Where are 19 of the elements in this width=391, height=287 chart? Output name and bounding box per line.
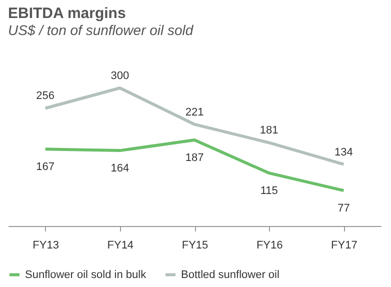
data-label: 187 bbox=[185, 152, 204, 164]
x-tick-label: FY16 bbox=[256, 240, 283, 252]
x-tick-label: FY15 bbox=[182, 240, 208, 252]
x-tick-label: FY17 bbox=[331, 240, 358, 252]
data-label: 77 bbox=[338, 202, 350, 215]
legend-label: Bottled sunflower oil bbox=[181, 268, 280, 281]
data-label: 181 bbox=[260, 124, 278, 137]
data-label: 134 bbox=[334, 146, 353, 158]
data-label: 167 bbox=[36, 161, 54, 174]
data-label: 115 bbox=[260, 185, 278, 198]
data-label: 300 bbox=[110, 70, 130, 82]
chart-title: EBITDA margins bbox=[8, 5, 126, 22]
legend-label: Sunflower oil sold in bulk bbox=[25, 268, 147, 281]
data-label: 164 bbox=[110, 162, 130, 175]
data-label: 256 bbox=[36, 90, 54, 102]
x-tick-label: FY13 bbox=[32, 240, 59, 252]
x-tick-label: FY14 bbox=[107, 240, 134, 252]
data-label: 221 bbox=[185, 106, 204, 118]
chart-subtitle: US$ / ton of sunflower oil sold bbox=[8, 22, 194, 38]
